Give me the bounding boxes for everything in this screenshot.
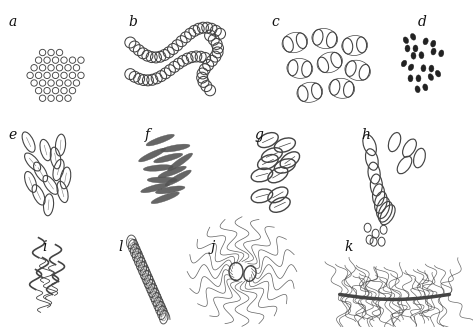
Ellipse shape [431, 40, 436, 47]
Ellipse shape [435, 70, 441, 77]
Ellipse shape [403, 37, 409, 44]
Ellipse shape [138, 148, 166, 162]
Ellipse shape [168, 153, 192, 171]
Ellipse shape [158, 166, 186, 178]
Text: j: j [210, 240, 214, 254]
Ellipse shape [415, 86, 420, 93]
Ellipse shape [160, 144, 190, 152]
Text: d: d [418, 15, 426, 29]
Ellipse shape [429, 65, 434, 72]
Ellipse shape [413, 45, 418, 52]
Ellipse shape [431, 48, 436, 55]
Ellipse shape [155, 186, 185, 194]
Text: k: k [345, 240, 353, 254]
Text: e: e [9, 128, 17, 142]
Ellipse shape [410, 33, 416, 40]
Text: i: i [43, 240, 47, 254]
Ellipse shape [401, 60, 407, 67]
Ellipse shape [423, 38, 428, 45]
Ellipse shape [147, 177, 177, 183]
Text: c: c [272, 15, 280, 29]
Ellipse shape [143, 165, 173, 171]
Text: b: b [128, 15, 137, 29]
Ellipse shape [408, 64, 414, 71]
Ellipse shape [428, 74, 434, 80]
Text: a: a [9, 15, 17, 29]
Ellipse shape [154, 153, 182, 163]
Text: f: f [145, 128, 150, 142]
Ellipse shape [408, 75, 413, 82]
Ellipse shape [165, 170, 191, 186]
Ellipse shape [405, 45, 410, 52]
Ellipse shape [411, 52, 416, 59]
Ellipse shape [141, 183, 170, 193]
Ellipse shape [439, 50, 444, 57]
Text: h: h [362, 128, 371, 142]
Ellipse shape [421, 65, 426, 72]
Ellipse shape [419, 52, 424, 59]
Ellipse shape [146, 134, 174, 146]
Text: l: l [118, 240, 123, 254]
Ellipse shape [416, 75, 421, 82]
Text: g: g [255, 128, 264, 142]
Ellipse shape [151, 192, 179, 204]
Ellipse shape [423, 84, 428, 91]
